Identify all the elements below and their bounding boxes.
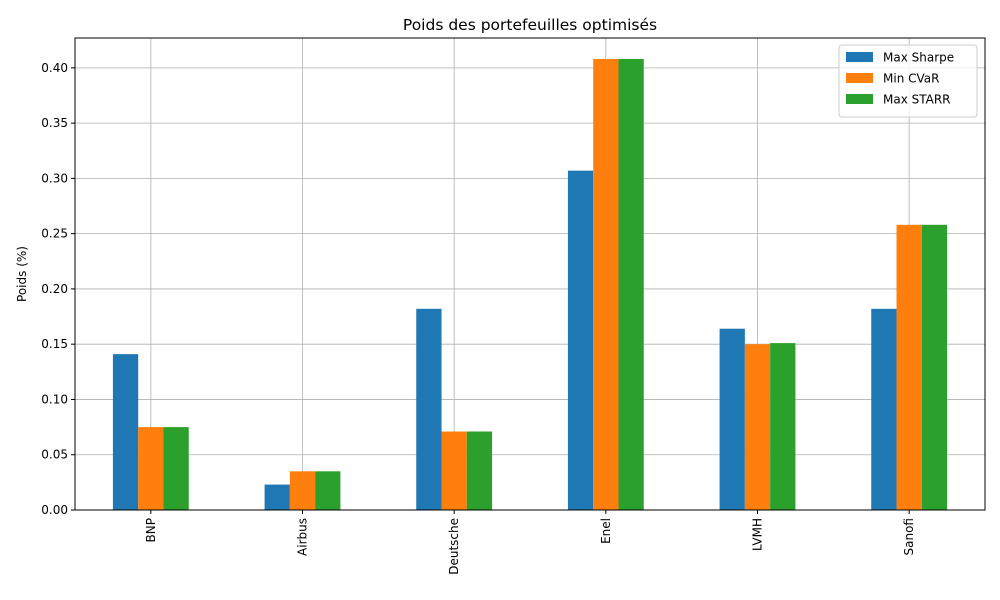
bar-min-cvar bbox=[593, 59, 619, 510]
bar-max-starr bbox=[466, 431, 493, 510]
legend-label: Max STARR bbox=[883, 93, 951, 107]
bar-min-cvar bbox=[289, 471, 316, 510]
legend-swatch bbox=[846, 52, 873, 62]
chart-title: Poids des portefeuilles optimisés bbox=[403, 16, 657, 34]
y-tick-label: 0.25 bbox=[41, 227, 68, 241]
bar-min-cvar bbox=[744, 344, 771, 510]
x-tick-label: Airbus bbox=[296, 518, 310, 556]
bar-max-sharpe bbox=[719, 328, 745, 510]
bar-max-sharpe bbox=[416, 308, 442, 510]
plot-area: 0.00 0.05 0.10 0.15 0.20 0.25 0.30 0.35 0.40 BNP A… bbox=[41, 37, 986, 575]
legend-label: Min CVaR bbox=[883, 72, 939, 86]
bar-max-starr bbox=[315, 471, 341, 510]
legend: Max Sharpe Min CVaR Max STARR bbox=[838, 44, 978, 118]
bar-max-sharpe bbox=[112, 354, 139, 510]
y-tick-label: 0.40 bbox=[41, 61, 68, 75]
x-tick-label: LVMH bbox=[751, 518, 765, 551]
bar-max-starr bbox=[921, 224, 948, 510]
y-axis-label: Poids (%) bbox=[15, 246, 29, 302]
bar-max-sharpe bbox=[871, 308, 897, 510]
y-tick-label: 0.20 bbox=[41, 282, 68, 296]
legend-swatch bbox=[846, 73, 873, 83]
bar-min-cvar bbox=[138, 427, 164, 510]
bar-max-sharpe bbox=[264, 484, 290, 510]
bar-min-cvar bbox=[896, 224, 922, 510]
legend-swatch bbox=[846, 94, 873, 104]
plot-frame bbox=[74, 37, 986, 511]
y-tick-label: 0.05 bbox=[41, 448, 68, 462]
x-tick-label: Enel bbox=[599, 518, 613, 544]
y-tick-label: 0.10 bbox=[41, 392, 68, 406]
y-tick-label: 0.00 bbox=[41, 503, 68, 517]
x-tick-label: BNP bbox=[144, 518, 158, 542]
bar-max-starr bbox=[770, 343, 796, 510]
x-tick-label: Deutsche bbox=[447, 518, 461, 575]
legend-box bbox=[838, 44, 978, 118]
y-tick-label: 0.30 bbox=[41, 171, 68, 185]
legend-label: Max Sharpe bbox=[883, 51, 954, 65]
bar-max-starr bbox=[163, 427, 189, 510]
bar-max-sharpe bbox=[567, 170, 594, 511]
bar-max-starr bbox=[618, 59, 644, 510]
y-tick-label: 0.15 bbox=[41, 337, 68, 351]
y-tick-label: 0.35 bbox=[41, 116, 68, 130]
bar-min-cvar bbox=[441, 431, 467, 510]
x-tick-label: Sanofi bbox=[902, 518, 916, 555]
